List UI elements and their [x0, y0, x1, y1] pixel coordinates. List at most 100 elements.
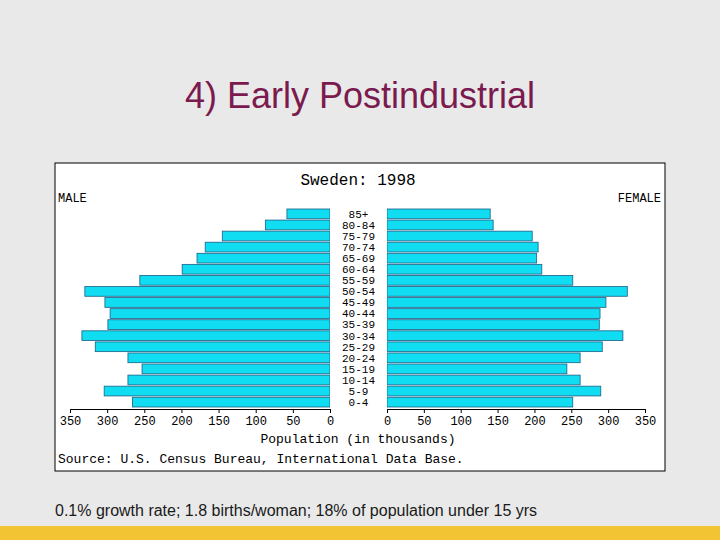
slide-title: 4) Early Postindustrial	[185, 75, 535, 116]
bar	[108, 320, 330, 330]
category-label: 35-39	[342, 319, 375, 331]
bar	[387, 242, 538, 252]
tick: 0	[327, 409, 334, 429]
tick-mark	[498, 409, 499, 413]
tick-label: 250	[561, 415, 583, 429]
bar	[387, 342, 602, 352]
axis-line	[71, 410, 331, 414]
bar	[142, 364, 330, 374]
category-label: 45-49	[342, 297, 375, 309]
slide: 4) Early Postindustrial 0.1% growth rate;…	[0, 0, 720, 540]
x-axis: 0 50 100 150 200 250 300 350	[384, 409, 656, 429]
tick-mark	[293, 409, 294, 413]
series-label: FEMALE	[618, 192, 661, 206]
bar	[140, 275, 330, 285]
tick: 0	[384, 409, 391, 429]
category-label: 5-9	[349, 386, 369, 398]
bar	[128, 353, 330, 363]
category-label: 40-44	[342, 308, 375, 320]
tick-label: 300	[97, 415, 119, 429]
tick-label: 0	[327, 415, 334, 429]
tick-label: 50	[286, 415, 300, 429]
bar	[387, 287, 627, 297]
bar	[387, 264, 542, 274]
tick-mark	[70, 409, 71, 413]
category-label: 60-64	[342, 264, 375, 276]
tick: 100	[245, 409, 267, 429]
bar	[205, 242, 330, 252]
tick-label: 350	[60, 415, 82, 429]
tick-mark	[107, 409, 108, 413]
caption: 0.1% growth rate; 1.8 births/woman; 18% …	[55, 502, 537, 519]
tick-label: 50	[417, 415, 431, 429]
bar	[85, 287, 330, 297]
bar	[95, 342, 330, 352]
bar	[387, 397, 573, 407]
category-label: 85+	[349, 209, 369, 221]
series-label: MALE	[58, 192, 87, 206]
source-note: Source: U.S. Census Bureau, Internationa…	[58, 452, 464, 467]
bar	[105, 298, 330, 308]
bar	[387, 331, 623, 341]
bar	[287, 209, 330, 219]
tick-label: 0	[384, 415, 391, 429]
category-labels: 0-45-910-1415-1920-2425-2930-3435-3940-4…	[342, 209, 375, 409]
tick-label: 350	[635, 415, 657, 429]
bar	[128, 375, 330, 385]
tick-mark	[424, 409, 425, 413]
tick: 250	[134, 409, 156, 429]
tick: 100	[450, 409, 472, 429]
tick: 250	[561, 409, 583, 429]
category-label: 80-84	[342, 220, 375, 232]
tick-mark	[645, 409, 646, 413]
tick-mark	[330, 409, 331, 413]
category-label: 70-74	[342, 242, 375, 254]
tick-label: 100	[450, 415, 472, 429]
tick-mark	[256, 409, 257, 413]
bar	[387, 298, 606, 308]
tick-label: 250	[134, 415, 156, 429]
tick-label: 150	[208, 415, 230, 429]
chart-frame	[55, 163, 665, 471]
tick-mark	[461, 409, 462, 413]
bar	[82, 331, 330, 341]
tick: 50	[417, 409, 431, 429]
tick: 350	[60, 409, 82, 429]
tick-label: 200	[524, 415, 546, 429]
tick-mark	[219, 409, 220, 413]
bar	[387, 209, 490, 219]
bar	[387, 364, 567, 374]
tick-mark	[608, 409, 609, 413]
tick: 300	[598, 409, 620, 429]
bar	[387, 375, 580, 385]
bar	[387, 309, 600, 319]
category-label: 0-4	[349, 397, 369, 409]
x-axis: 0 50 100 150 200 250 300 350	[60, 409, 334, 429]
tick-mark	[387, 409, 388, 413]
bar	[197, 253, 330, 263]
tick: 50	[286, 409, 300, 429]
footer-strip	[0, 526, 720, 540]
category-label: 25-29	[342, 342, 375, 354]
tick: 150	[208, 409, 230, 429]
tick-mark	[144, 409, 145, 413]
axis-title: Population (in thousands)	[260, 432, 455, 447]
bar	[132, 397, 330, 407]
tick-mark	[571, 409, 572, 413]
bar	[104, 386, 330, 396]
tick-label: 200	[171, 415, 193, 429]
bar	[182, 264, 330, 274]
bars	[387, 209, 627, 407]
bar	[222, 231, 330, 241]
tick-label: 150	[487, 415, 509, 429]
axis-line	[388, 410, 646, 414]
category-label: 75-79	[342, 231, 375, 243]
tick: 300	[97, 409, 119, 429]
tick: 150	[487, 409, 509, 429]
bar	[387, 386, 601, 396]
bar	[110, 309, 330, 319]
category-label: 20-24	[342, 353, 375, 365]
bars	[82, 209, 330, 407]
category-label: 65-69	[342, 253, 375, 265]
tick: 350	[635, 409, 657, 429]
